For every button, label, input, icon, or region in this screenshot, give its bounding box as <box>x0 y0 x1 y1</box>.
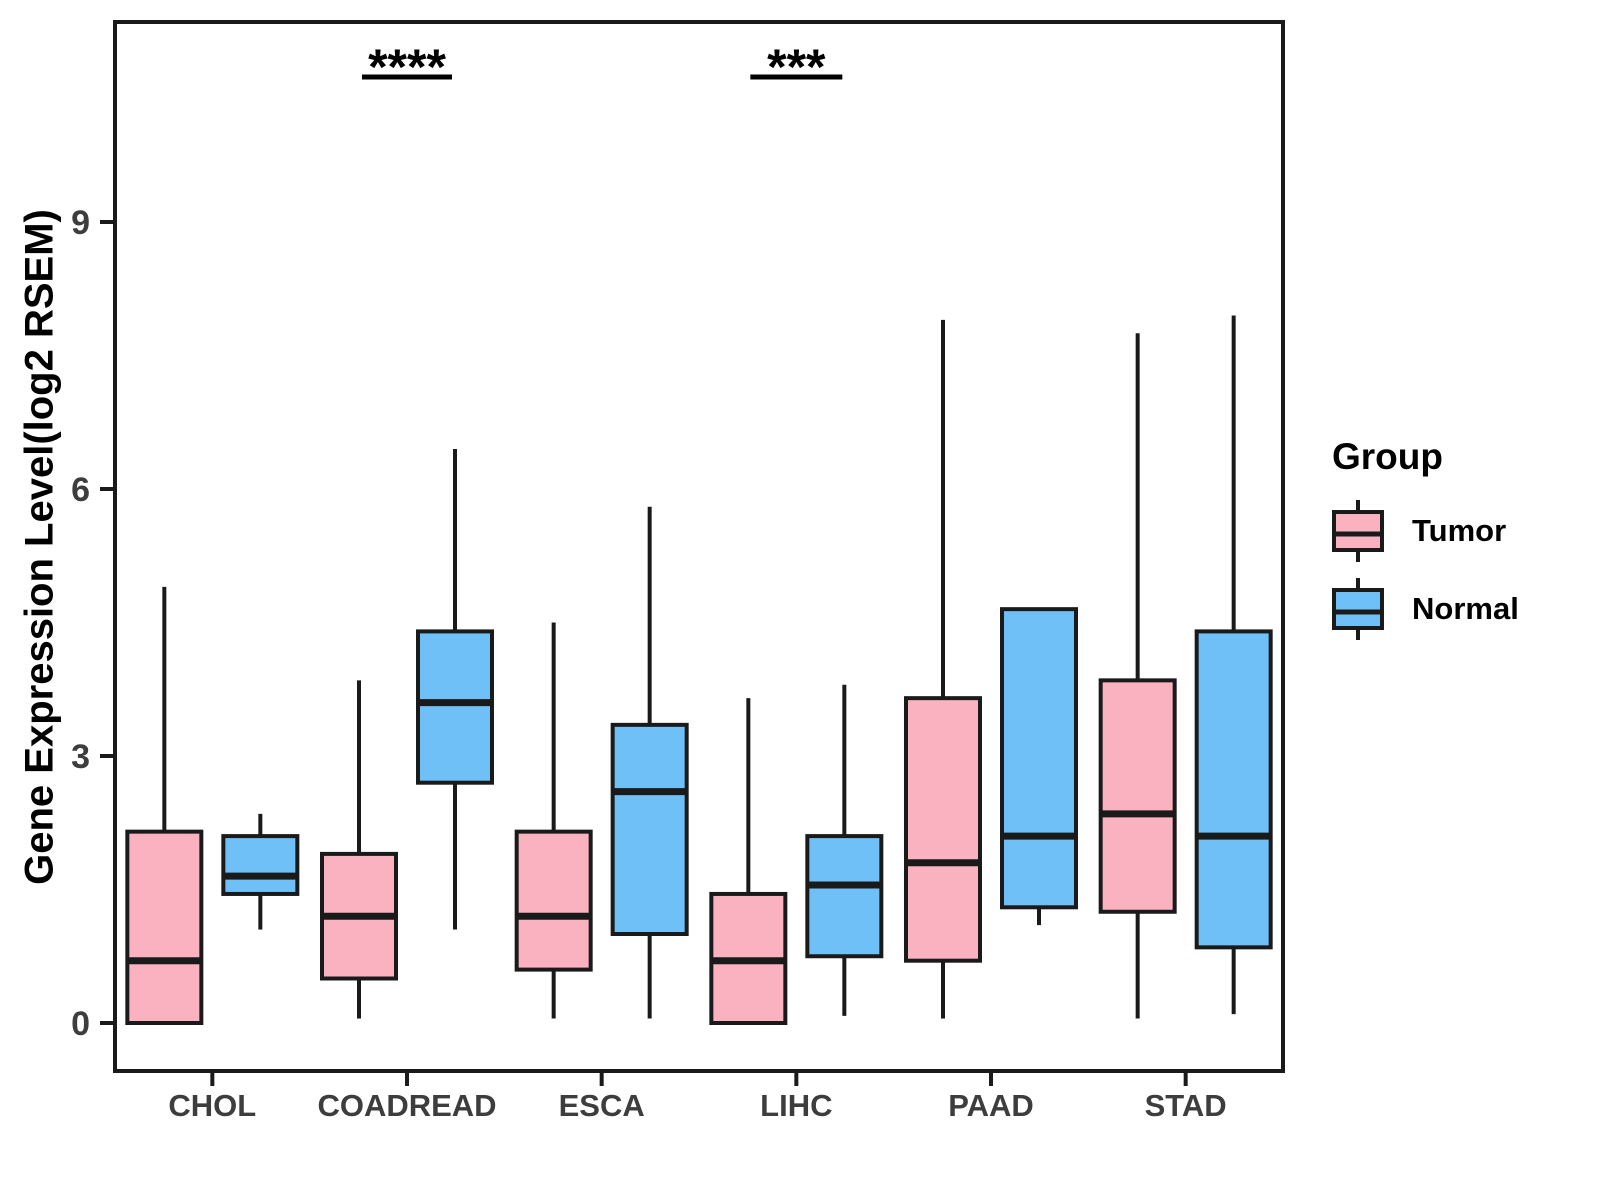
significance-stars: *** <box>767 39 826 95</box>
x-tick-label: PAAD <box>948 1088 1034 1123</box>
iqr-box <box>904 696 982 963</box>
iqr-box <box>514 829 593 972</box>
plot-panel-border <box>113 20 1285 1073</box>
x-tick-label: ESCA <box>559 1088 645 1123</box>
iqr-box <box>1098 678 1177 914</box>
box-coadread-tumor <box>320 680 398 1019</box>
box-lihc-tumor <box>709 698 788 1026</box>
iqr-box <box>1000 607 1078 910</box>
y-axis-title: Gene Expression Level(log2 RSEM) <box>17 209 62 885</box>
legend-label-tumor: Tumor <box>1412 513 1507 548</box>
iqr-box <box>221 834 300 896</box>
iqr-box <box>125 829 204 1026</box>
x-tick-label: STAD <box>1145 1088 1227 1123</box>
tumor-boxplot-key-icon <box>1332 500 1384 562</box>
iqr-box <box>610 722 689 936</box>
x-tick-label: LIHC <box>760 1088 832 1123</box>
y-tick-label: 6 <box>71 471 90 509</box>
box-paad-tumor <box>904 319 982 1019</box>
box-lihc-normal <box>805 684 884 1016</box>
legend-item-tumor: Tumor <box>1330 498 1519 564</box>
box-chol-normal <box>221 813 300 930</box>
iqr-box <box>416 629 494 785</box>
significance-stars: **** <box>368 39 446 95</box>
box-paad-normal <box>1000 607 1078 926</box>
x-tick-label: COADREAD <box>317 1088 496 1123</box>
box-stad-normal <box>1194 315 1273 1015</box>
y-tick-label: 0 <box>71 1005 90 1043</box>
legend-label-normal: Normal <box>1412 591 1519 626</box>
legend: Group Tumor Normal <box>1330 436 1519 654</box>
normal-boxplot-key-icon <box>1332 578 1384 640</box>
box-esca-tumor <box>514 622 593 1019</box>
box-coadread-normal <box>416 448 494 930</box>
legend-title: Group <box>1332 436 1443 477</box>
box-esca-normal <box>610 506 689 1019</box>
iqr-box <box>1194 629 1273 950</box>
y-tick-label: 9 <box>71 204 90 242</box>
series-tumor <box>125 319 1177 1026</box>
series-normal <box>221 315 1273 1019</box>
y-tick-label: 3 <box>71 738 90 776</box>
box-stad-tumor <box>1098 333 1177 1019</box>
legend-item-normal: Normal <box>1330 576 1519 642</box>
box-chol-tumor <box>125 586 204 1026</box>
iqr-box <box>805 834 884 959</box>
x-tick-label: CHOL <box>168 1088 256 1123</box>
